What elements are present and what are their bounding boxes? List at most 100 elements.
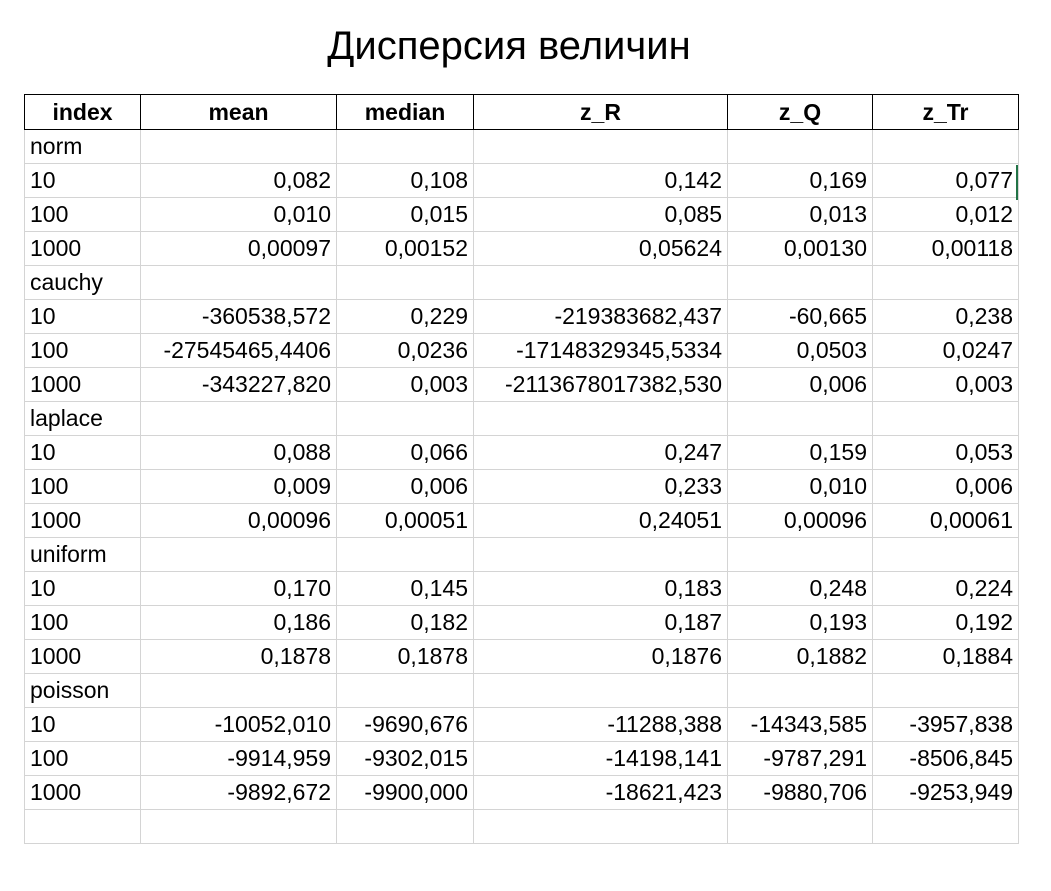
index-cell[interactable]: 10 [24,435,141,470]
empty-cell[interactable] [473,809,728,844]
value-cell[interactable]: -60,665 [727,299,873,334]
column-header-median[interactable]: median [336,94,474,130]
empty-cell[interactable] [336,265,474,300]
value-cell[interactable]: -360538,572 [140,299,337,334]
value-cell[interactable]: 0,183 [473,571,728,606]
group-label-cell[interactable]: norm [24,129,141,164]
value-cell[interactable]: 0,108 [336,163,474,198]
value-cell[interactable]: -343227,820 [140,367,337,402]
value-cell[interactable]: 0,248 [727,571,873,606]
value-cell[interactable]: 0,013 [727,197,873,232]
empty-cell[interactable] [24,809,141,844]
value-cell[interactable]: -9880,706 [727,775,873,810]
index-cell[interactable]: 10 [24,299,141,334]
group-label-cell[interactable]: laplace [24,401,141,436]
value-cell[interactable]: -11288,388 [473,707,728,742]
index-cell[interactable]: 1000 [24,775,141,810]
value-cell[interactable]: 0,009 [140,469,337,504]
index-cell[interactable]: 10 [24,707,141,742]
value-cell[interactable]: 0,247 [473,435,728,470]
value-cell[interactable]: 0,010 [140,197,337,232]
value-cell[interactable]: 0,1876 [473,639,728,674]
index-cell[interactable]: 10 [24,571,141,606]
value-cell[interactable]: 0,015 [336,197,474,232]
empty-cell[interactable] [727,129,873,164]
value-cell[interactable]: 0,229 [336,299,474,334]
value-cell[interactable]: -9892,672 [140,775,337,810]
value-cell[interactable]: -10052,010 [140,707,337,742]
value-cell[interactable]: -219383682,437 [473,299,728,334]
value-cell[interactable]: 0,082 [140,163,337,198]
value-cell[interactable]: 0,1878 [140,639,337,674]
value-cell[interactable]: 0,0236 [336,333,474,368]
value-cell[interactable]: 0,24051 [473,503,728,538]
value-cell[interactable]: 0,142 [473,163,728,198]
column-header-z-r[interactable]: z_R [473,94,728,130]
empty-cell[interactable] [140,809,337,844]
value-cell[interactable]: 0,193 [727,605,873,640]
empty-cell[interactable] [872,129,1019,164]
value-cell[interactable]: 0,085 [473,197,728,232]
value-cell[interactable]: 0,05624 [473,231,728,266]
value-cell[interactable]: 0,192 [872,605,1019,640]
empty-cell[interactable] [140,673,337,708]
empty-cell[interactable] [473,129,728,164]
empty-cell[interactable] [872,265,1019,300]
value-cell[interactable]: 0,145 [336,571,474,606]
empty-cell[interactable] [872,673,1019,708]
value-cell[interactable]: 0,006 [727,367,873,402]
value-cell[interactable]: -9690,676 [336,707,474,742]
value-cell[interactable]: 0,1884 [872,639,1019,674]
empty-cell[interactable] [336,673,474,708]
value-cell[interactable]: 0,1878 [336,639,474,674]
empty-cell[interactable] [473,265,728,300]
value-cell[interactable]: 0,00130 [727,231,873,266]
value-cell[interactable]: -9914,959 [140,741,337,776]
value-cell[interactable]: 0,003 [336,367,474,402]
value-cell[interactable]: -9302,015 [336,741,474,776]
empty-cell[interactable] [140,537,337,572]
empty-cell[interactable] [727,401,873,436]
value-cell[interactable]: 0,003 [872,367,1019,402]
column-header-index[interactable]: index [24,94,141,130]
value-cell[interactable]: 0,238 [872,299,1019,334]
value-cell[interactable]: 0,00096 [727,503,873,538]
index-cell[interactable]: 1000 [24,503,141,538]
value-cell[interactable]: 0,186 [140,605,337,640]
index-cell[interactable]: 100 [24,741,141,776]
value-cell[interactable]: -8506,845 [872,741,1019,776]
empty-cell[interactable] [140,265,337,300]
value-cell[interactable]: 0,159 [727,435,873,470]
empty-cell[interactable] [473,537,728,572]
empty-cell[interactable] [140,129,337,164]
index-cell[interactable]: 10 [24,163,141,198]
value-cell[interactable]: 0,088 [140,435,337,470]
value-cell[interactable]: 0,187 [473,605,728,640]
index-cell[interactable]: 100 [24,333,141,368]
value-cell[interactable]: 0,00152 [336,231,474,266]
value-cell[interactable]: 0,182 [336,605,474,640]
value-cell[interactable]: -27545465,4406 [140,333,337,368]
value-cell[interactable]: 0,00051 [336,503,474,538]
value-cell[interactable]: 0,00061 [872,503,1019,538]
empty-cell[interactable] [872,809,1019,844]
value-cell[interactable]: -17148329345,5334 [473,333,728,368]
column-header-mean[interactable]: mean [140,94,337,130]
group-label-cell[interactable]: poisson [24,673,141,708]
value-cell[interactable]: 0,233 [473,469,728,504]
empty-cell[interactable] [336,809,474,844]
value-cell[interactable]: -14343,585 [727,707,873,742]
empty-cell[interactable] [473,673,728,708]
empty-cell[interactable] [727,537,873,572]
value-cell[interactable]: -9253,949 [872,775,1019,810]
empty-cell[interactable] [140,401,337,436]
value-cell[interactable]: 0,170 [140,571,337,606]
empty-cell[interactable] [727,265,873,300]
index-cell[interactable]: 100 [24,197,141,232]
value-cell[interactable]: 0,169 [727,163,873,198]
index-cell[interactable]: 100 [24,605,141,640]
value-cell[interactable]: -9900,000 [336,775,474,810]
value-cell[interactable]: 0,224 [872,571,1019,606]
empty-cell[interactable] [473,401,728,436]
value-cell[interactable]: 0,006 [872,469,1019,504]
